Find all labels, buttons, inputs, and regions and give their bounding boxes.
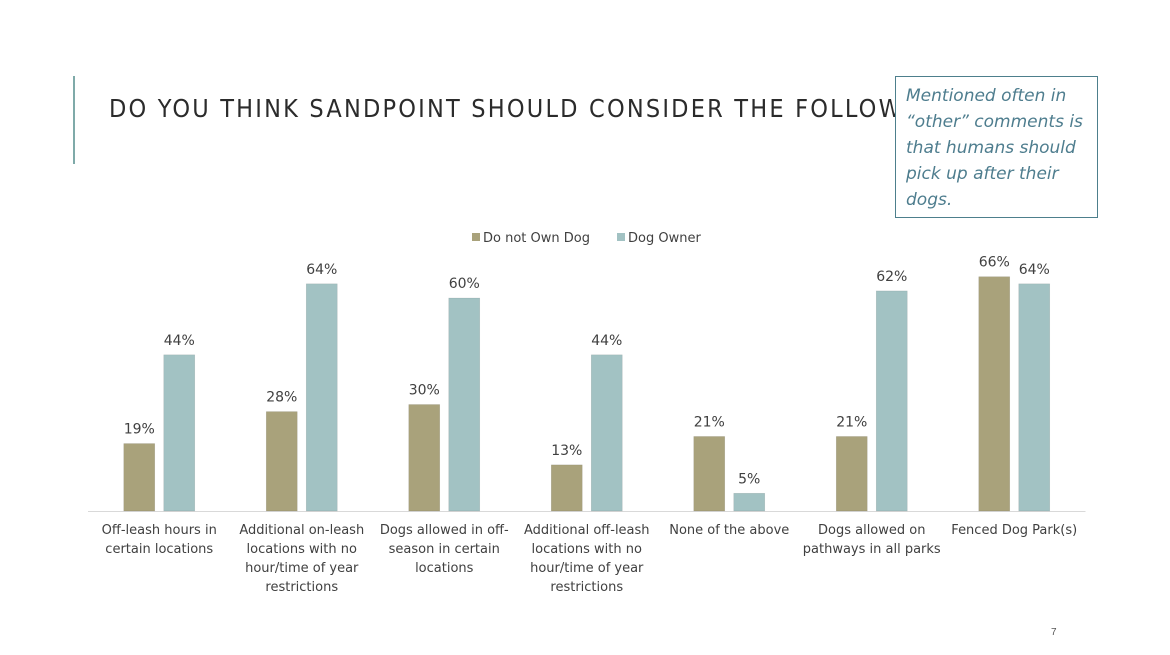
data-label-s1-c2: 28% <box>266 390 297 406</box>
bar-s2-c7 <box>1018 283 1051 512</box>
bar-s1-c5 <box>693 436 726 512</box>
bar-s1-c6 <box>835 436 868 512</box>
data-label-s2-c3: 60% <box>449 276 480 292</box>
category-label-3: Dogs allowed in off-season in certain lo… <box>379 523 509 576</box>
data-label-s1-c4: 13% <box>551 443 582 459</box>
category-label-4: Additional off-leash locations with no h… <box>523 523 650 595</box>
bar-s2-c4 <box>590 354 623 512</box>
bar-s2-c5 <box>733 492 766 512</box>
data-label-s1-c6: 21% <box>836 414 867 430</box>
legend-label-1: Do not Own Dog <box>483 231 590 246</box>
callout-box: Mentioned often in “other” comments is t… <box>895 76 1098 218</box>
data-label-s2-c2: 64% <box>306 262 337 278</box>
data-label-s1-c1: 19% <box>124 422 155 438</box>
callout-text: Mentioned often in “other” comments is t… <box>906 86 1083 210</box>
legend-swatch-2 <box>617 233 625 241</box>
bar-s2-c3 <box>448 297 481 512</box>
data-label-s1-c3: 30% <box>409 383 440 399</box>
bar-s1-c3 <box>408 404 441 512</box>
legend-label-2: Dog Owner <box>628 231 701 246</box>
category-label-7: Fenced Dog Park(s) <box>951 523 1078 538</box>
data-label-s1-c5: 21% <box>694 414 725 430</box>
category-label-2: Additional on-leash locations with no ho… <box>239 523 365 595</box>
bar-s2-c2 <box>305 283 338 512</box>
title-accent-line <box>73 76 75 164</box>
data-label-s2-c4: 44% <box>591 333 622 349</box>
data-label-s2-c1: 44% <box>164 333 195 349</box>
category-label-5: None of the above <box>669 523 790 538</box>
data-label-s2-c6: 62% <box>876 269 907 285</box>
data-label-s2-c5: 5% <box>738 471 760 487</box>
bar-s1-c7 <box>978 276 1011 512</box>
bar-s1-c1 <box>123 443 156 512</box>
legend-swatch-1 <box>472 233 480 241</box>
bar-s1-c4 <box>550 464 583 512</box>
slide-number: 7 <box>1051 627 1057 638</box>
category-label-1: Off-leash hours in certain locations <box>101 523 217 557</box>
bar-s1-c2 <box>265 411 298 512</box>
bar-s2-c6 <box>875 290 908 512</box>
data-label-s2-c7: 64% <box>1019 262 1050 278</box>
slide-title: DO YOU THINK SANDPOINT SHOULD CONSIDER T… <box>109 94 961 123</box>
data-label-s1-c7: 66% <box>979 255 1010 271</box>
bar-s2-c1 <box>163 354 196 512</box>
category-label-6: Dogs allowed on pathways in all parks <box>802 523 941 557</box>
